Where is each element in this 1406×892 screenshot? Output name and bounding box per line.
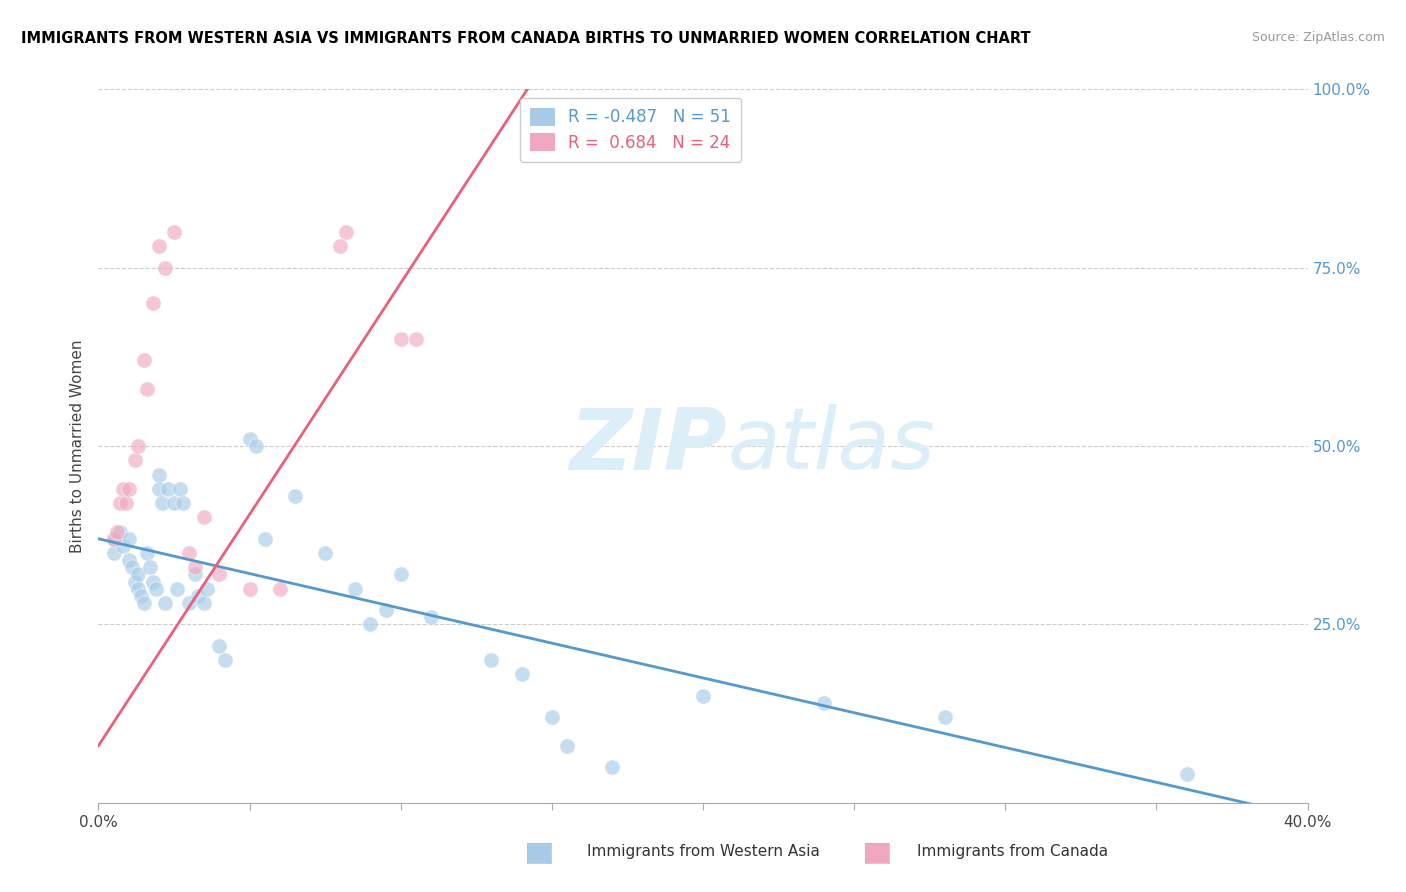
Point xyxy=(329,239,352,253)
Point xyxy=(284,489,307,503)
Point xyxy=(142,574,165,589)
Point xyxy=(129,589,152,603)
Legend: R = -0.487   N = 51, R =  0.684   N = 24: R = -0.487 N = 51, R = 0.684 N = 24 xyxy=(520,97,741,161)
Point xyxy=(105,524,128,539)
Point xyxy=(314,546,336,560)
Point xyxy=(374,603,396,617)
Text: ZIP: ZIP xyxy=(569,404,727,488)
Point xyxy=(118,482,141,496)
Text: atlas: atlas xyxy=(727,404,935,488)
Point xyxy=(145,582,167,596)
Point xyxy=(239,582,262,596)
Point xyxy=(139,560,162,574)
Point xyxy=(121,560,143,574)
Point xyxy=(540,710,562,724)
Point xyxy=(481,653,503,667)
Y-axis label: Births to Unmarried Women: Births to Unmarried Women xyxy=(69,339,84,553)
Point xyxy=(163,496,186,510)
Point xyxy=(153,260,176,275)
Point xyxy=(135,546,157,560)
Point xyxy=(132,596,155,610)
Point xyxy=(118,532,141,546)
Point xyxy=(148,239,170,253)
Point xyxy=(335,225,357,239)
Point xyxy=(127,582,149,596)
Point xyxy=(602,760,624,774)
Point xyxy=(156,482,179,496)
Point xyxy=(169,482,191,496)
Point xyxy=(214,653,236,667)
Point xyxy=(103,532,125,546)
Point xyxy=(195,582,218,596)
Text: Immigrants from Canada: Immigrants from Canada xyxy=(917,845,1108,859)
Point xyxy=(184,560,207,574)
Point xyxy=(253,532,276,546)
Point xyxy=(389,332,412,346)
Point xyxy=(118,553,141,567)
Point xyxy=(150,496,173,510)
Point xyxy=(510,667,533,681)
Point xyxy=(103,546,125,560)
Point xyxy=(208,567,231,582)
Point xyxy=(813,696,835,710)
Point xyxy=(193,596,215,610)
Text: IMMIGRANTS FROM WESTERN ASIA VS IMMIGRANTS FROM CANADA BIRTHS TO UNMARRIED WOMEN: IMMIGRANTS FROM WESTERN ASIA VS IMMIGRAN… xyxy=(21,31,1031,46)
Point xyxy=(124,453,146,467)
Text: Immigrants from Western Asia: Immigrants from Western Asia xyxy=(586,845,820,859)
Point xyxy=(124,574,146,589)
Point xyxy=(187,589,209,603)
Point xyxy=(163,225,186,239)
Point xyxy=(108,524,131,539)
Point xyxy=(389,567,412,582)
Text: Source: ZipAtlas.com: Source: ZipAtlas.com xyxy=(1251,31,1385,45)
Point xyxy=(239,432,262,446)
Point xyxy=(179,596,201,610)
Point xyxy=(555,739,578,753)
Point xyxy=(405,332,427,346)
Point xyxy=(108,496,131,510)
Point xyxy=(208,639,231,653)
Point xyxy=(179,546,201,560)
Point xyxy=(193,510,215,524)
Point xyxy=(132,353,155,368)
Point xyxy=(111,539,134,553)
Point xyxy=(184,567,207,582)
Point xyxy=(135,382,157,396)
Point xyxy=(148,467,170,482)
Point xyxy=(127,439,149,453)
Point xyxy=(114,496,136,510)
Point xyxy=(245,439,267,453)
Point xyxy=(166,582,188,596)
Point xyxy=(103,532,125,546)
Point xyxy=(1175,767,1198,781)
Point xyxy=(344,582,367,596)
Point xyxy=(127,567,149,582)
Point xyxy=(692,689,714,703)
Point xyxy=(111,482,134,496)
Point xyxy=(360,617,382,632)
Point xyxy=(172,496,194,510)
Point xyxy=(142,296,165,310)
Point xyxy=(934,710,956,724)
Point xyxy=(269,582,291,596)
Point xyxy=(148,482,170,496)
Point xyxy=(420,610,443,624)
Point xyxy=(153,596,176,610)
